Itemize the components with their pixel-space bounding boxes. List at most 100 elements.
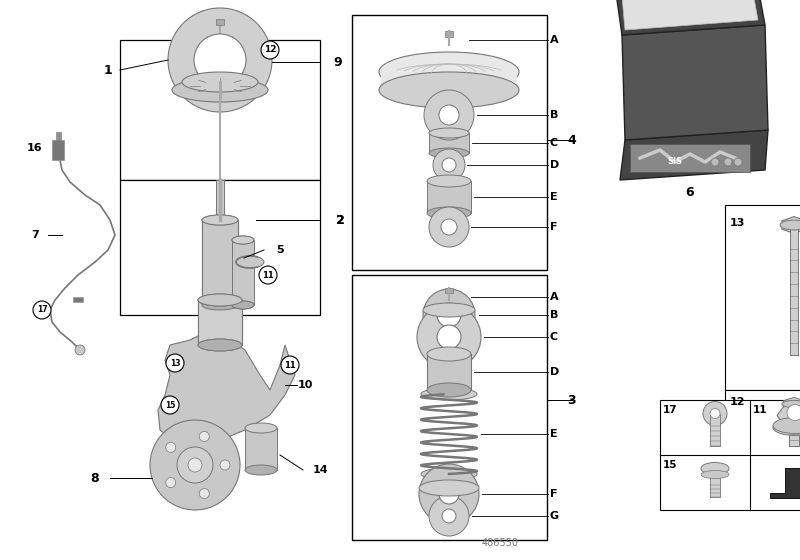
Text: B: B xyxy=(550,310,558,320)
Ellipse shape xyxy=(421,388,477,400)
Ellipse shape xyxy=(202,215,238,225)
Ellipse shape xyxy=(245,465,277,475)
Text: 13: 13 xyxy=(730,218,745,228)
Ellipse shape xyxy=(379,72,519,108)
Bar xyxy=(56,132,61,140)
Bar xyxy=(790,225,798,355)
Bar xyxy=(725,390,800,455)
Circle shape xyxy=(417,305,481,369)
Circle shape xyxy=(429,496,469,536)
Bar xyxy=(216,180,224,220)
Circle shape xyxy=(168,8,272,112)
Text: 2: 2 xyxy=(336,213,344,226)
Text: 11: 11 xyxy=(262,270,274,279)
Circle shape xyxy=(441,219,457,235)
Bar xyxy=(710,413,720,446)
Ellipse shape xyxy=(773,419,800,436)
Text: 15: 15 xyxy=(662,460,678,470)
Text: F: F xyxy=(550,222,558,232)
Circle shape xyxy=(188,458,202,472)
Polygon shape xyxy=(158,330,295,445)
Bar xyxy=(660,400,800,510)
Text: F: F xyxy=(550,489,558,499)
Ellipse shape xyxy=(701,463,729,474)
Text: 5: 5 xyxy=(276,245,284,255)
Circle shape xyxy=(424,90,474,140)
Circle shape xyxy=(199,431,210,441)
Text: 1: 1 xyxy=(104,63,112,77)
Text: A: A xyxy=(550,292,558,302)
Text: C: C xyxy=(550,332,558,342)
Bar xyxy=(120,180,320,315)
Polygon shape xyxy=(620,130,768,180)
Ellipse shape xyxy=(232,301,254,309)
Polygon shape xyxy=(777,403,800,428)
Ellipse shape xyxy=(429,148,469,158)
Bar xyxy=(232,240,254,305)
Bar xyxy=(725,205,800,390)
Ellipse shape xyxy=(780,220,800,230)
Bar xyxy=(445,31,453,37)
Bar xyxy=(73,297,83,302)
Circle shape xyxy=(423,289,475,341)
Text: 12: 12 xyxy=(264,45,276,54)
Bar xyxy=(198,300,242,345)
Text: C: C xyxy=(550,138,558,148)
Bar xyxy=(245,428,277,470)
Ellipse shape xyxy=(172,78,268,102)
Circle shape xyxy=(437,303,461,327)
Text: 11: 11 xyxy=(753,405,767,415)
Circle shape xyxy=(259,266,277,284)
Ellipse shape xyxy=(198,294,242,306)
Ellipse shape xyxy=(421,468,477,480)
Ellipse shape xyxy=(429,128,469,138)
Circle shape xyxy=(442,158,456,172)
Circle shape xyxy=(419,464,479,524)
Text: D: D xyxy=(550,160,559,170)
Text: B: B xyxy=(550,110,558,120)
Text: E: E xyxy=(550,429,558,439)
Bar xyxy=(445,288,453,293)
Circle shape xyxy=(439,484,459,504)
Ellipse shape xyxy=(701,470,729,478)
Bar xyxy=(427,181,471,213)
Ellipse shape xyxy=(379,52,519,92)
Circle shape xyxy=(433,149,465,181)
Text: A: A xyxy=(550,35,558,45)
Text: 11: 11 xyxy=(284,361,296,370)
Circle shape xyxy=(437,325,461,349)
Text: 2: 2 xyxy=(336,213,344,226)
Text: 17: 17 xyxy=(662,405,678,415)
Circle shape xyxy=(281,356,299,374)
Text: 3: 3 xyxy=(568,394,576,407)
Ellipse shape xyxy=(423,303,475,317)
Bar xyxy=(381,72,517,90)
Bar xyxy=(198,300,242,345)
Text: 17: 17 xyxy=(37,306,47,315)
Text: SIS: SIS xyxy=(667,157,682,166)
Polygon shape xyxy=(782,217,800,234)
Circle shape xyxy=(734,158,742,166)
Text: 8: 8 xyxy=(90,472,99,484)
Circle shape xyxy=(33,301,51,319)
Bar xyxy=(120,40,320,180)
Ellipse shape xyxy=(419,480,479,496)
Circle shape xyxy=(161,396,179,414)
Bar xyxy=(52,140,64,160)
Ellipse shape xyxy=(232,236,254,244)
Polygon shape xyxy=(770,468,800,497)
Text: 6: 6 xyxy=(686,185,694,198)
Circle shape xyxy=(439,105,459,125)
Circle shape xyxy=(166,354,184,372)
Bar xyxy=(630,144,750,172)
Polygon shape xyxy=(612,0,765,35)
Ellipse shape xyxy=(182,72,258,92)
Text: 12: 12 xyxy=(730,397,745,407)
Circle shape xyxy=(199,488,210,498)
Circle shape xyxy=(442,509,456,523)
Ellipse shape xyxy=(198,339,242,351)
Circle shape xyxy=(710,408,720,418)
Text: 15: 15 xyxy=(165,400,175,409)
Ellipse shape xyxy=(198,294,242,306)
Circle shape xyxy=(166,442,176,452)
